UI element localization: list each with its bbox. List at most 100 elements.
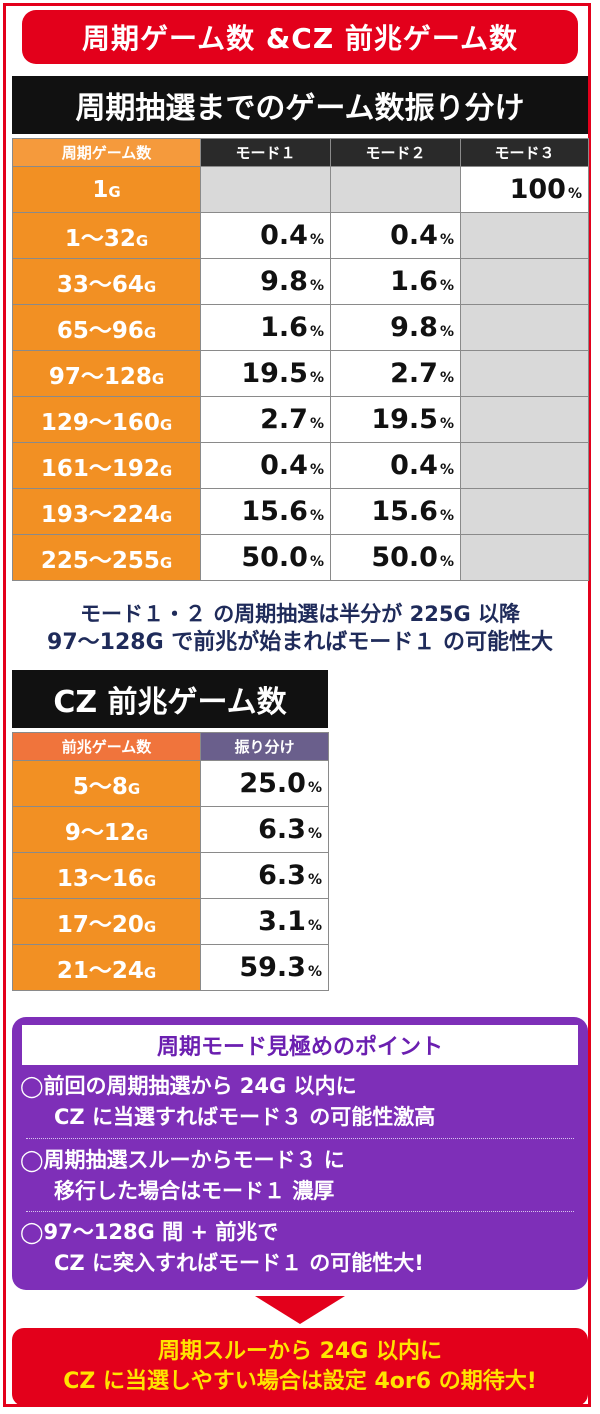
range-text: 1〜32 [64, 225, 136, 252]
header-distribution: 振り分け [200, 732, 329, 761]
range-cell: 65〜96G [12, 304, 201, 351]
percent-sign: % [307, 780, 322, 796]
value-text: 19.5 [241, 358, 308, 389]
distribution-value-cell: 6.3% [200, 806, 329, 853]
mode1-value-cell: 0.4% [200, 212, 331, 259]
range-cell: 21〜24G [12, 944, 201, 991]
point-line: ◯前回の周期抽選から 24G 以内に [20, 1074, 357, 1098]
empty-cell [460, 350, 589, 397]
unit-text: G [143, 871, 157, 890]
mode-note-line2: 97〜128G で前兆が始まればモード１ の可能性大 [47, 630, 553, 655]
percent-sign: % [439, 278, 454, 294]
value-text: 9.8 [390, 312, 438, 343]
unit-text: G [135, 231, 149, 250]
unit-text: G [159, 507, 173, 526]
unit-text: G [127, 779, 141, 798]
mode1-value-cell: 19.5% [200, 350, 331, 397]
table-row: 225〜255G 50.0% 50.0% [12, 534, 589, 581]
mode-note-line1: モード１・２ の周期抽選は半分が 225G 以降 [79, 602, 520, 626]
range-cell: 33〜64G [12, 258, 201, 305]
value-text: 15.6 [241, 496, 308, 527]
value-text: 9.8 [260, 266, 308, 297]
mode2-value-cell: 50.0% [330, 534, 461, 581]
header-mode2: モード２ [330, 138, 461, 167]
percent-sign: % [439, 554, 454, 570]
header-pre-games: 前兆ゲーム数 [12, 732, 201, 761]
unit-text: G [108, 182, 121, 201]
percent-sign: % [307, 918, 322, 934]
range-cell: 161〜192G [12, 442, 201, 489]
range-text: 21〜24 [56, 957, 144, 984]
table-row: 97〜128G 19.5% 2.7% [12, 350, 589, 397]
value-text: 0.4 [390, 220, 438, 251]
percent-sign: % [307, 872, 322, 888]
range-cell: 193〜224G [12, 488, 201, 535]
table-row: 65〜96G 1.6% 9.8% [12, 304, 589, 351]
down-arrow-icon [255, 1296, 345, 1324]
mode2-value-cell: 1.6% [330, 258, 461, 305]
point-item: ◯周期抽選スルーからモード３ に 移行した場合はモード１ 濃厚 [20, 1145, 580, 1207]
header-mode1: モード１ [200, 138, 331, 167]
value-text: 59.3 [239, 952, 306, 983]
value-text: 1.6 [260, 312, 308, 343]
unit-text: G [143, 277, 157, 296]
empty-cell [460, 304, 589, 351]
percent-sign: % [307, 826, 322, 842]
range-cell: 1G [12, 166, 201, 213]
percent-sign: % [439, 416, 454, 432]
value-text: 19.5 [371, 404, 438, 435]
percent-sign: % [439, 232, 454, 248]
mode1-value-cell: 15.6% [200, 488, 331, 535]
conclusion-box: 周期スルーから 24G 以内に CZ に当選しやすい場合は設定 4or6 の期待… [12, 1328, 588, 1406]
point-line: CZ に当選すればモード３ の可能性激高 [54, 1105, 436, 1129]
value-text: 6.3 [258, 814, 306, 845]
range-cell: 17〜20G [12, 898, 201, 945]
empty-cell [460, 534, 589, 581]
mode1-value-cell: 0.4% [200, 442, 331, 489]
range-text: 225〜255 [40, 547, 160, 574]
range-text: 97〜128 [48, 363, 152, 390]
mode1-value-cell: 1.6% [200, 304, 331, 351]
value-text: 1.6 [390, 266, 438, 297]
mode2-value-cell: 0.4% [330, 212, 461, 259]
percent-sign: % [309, 232, 324, 248]
empty-cell [460, 396, 589, 443]
range-cell: 9〜12G [12, 806, 201, 853]
percent-sign: % [309, 462, 324, 478]
range-text: 193〜224 [40, 501, 160, 528]
percent-sign: % [309, 554, 324, 570]
empty-cell [460, 488, 589, 535]
divider [26, 1211, 574, 1212]
distribution-value-cell: 6.3% [200, 852, 329, 899]
mode2-value-cell: 2.7% [330, 350, 461, 397]
value-text: 100 [509, 174, 566, 205]
empty-cell [200, 166, 331, 213]
point-line: ◯97〜128G 間 + 前兆で [20, 1220, 279, 1244]
range-text: 129〜160 [40, 409, 160, 436]
distribution-value-cell: 3.1% [200, 898, 329, 945]
distribution-value-cell: 25.0% [200, 760, 329, 807]
unit-text: G [143, 963, 157, 982]
percent-sign: % [309, 324, 324, 340]
divider [26, 1138, 574, 1139]
percent-sign: % [567, 186, 582, 202]
unit-text: G [159, 415, 173, 434]
unit-text: G [159, 553, 173, 572]
percent-sign: % [439, 462, 454, 478]
mode3-value-cell: 100% [460, 166, 589, 213]
table-row: 1〜32G 0.4% 0.4% [12, 212, 589, 259]
empty-cell [330, 166, 461, 213]
point-line: 移行した場合はモード１ 濃厚 [54, 1179, 335, 1203]
value-text: 50.0 [371, 542, 438, 573]
percent-sign: % [309, 416, 324, 432]
unit-text: G [135, 825, 149, 844]
table-row: 5〜8G 25.0% [12, 760, 329, 807]
table-row: 21〜24G 59.3% [12, 944, 329, 991]
mode2-value-cell: 15.6% [330, 488, 461, 535]
unit-text: G [143, 917, 157, 936]
value-text: 0.4 [260, 220, 308, 251]
value-text: 50.0 [241, 542, 308, 573]
range-cell: 129〜160G [12, 396, 201, 443]
range-cell: 1〜32G [12, 212, 201, 259]
banner-title: 周期ゲーム数 &CZ 前兆ゲーム数 [22, 10, 578, 64]
